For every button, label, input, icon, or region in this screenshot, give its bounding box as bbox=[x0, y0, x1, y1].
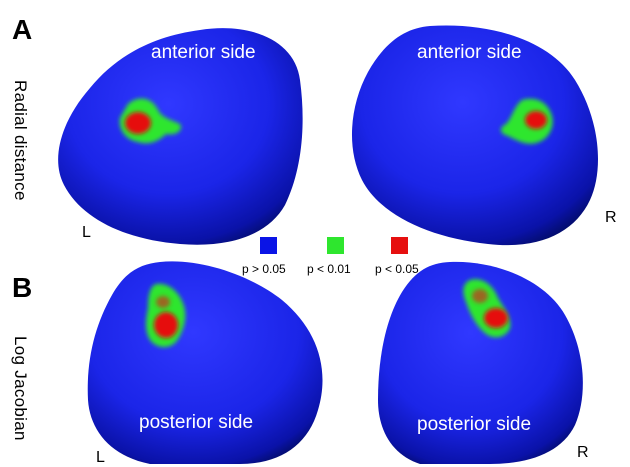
hemisphere-label-b-right: R bbox=[577, 444, 589, 461]
legend-label-p005: p < 0.05 bbox=[375, 262, 419, 276]
side-label-a-right: anterior side bbox=[417, 42, 522, 63]
surface-b-right bbox=[378, 261, 583, 464]
side-label-b-right: posterior side bbox=[417, 414, 532, 435]
significance-cluster-b-right bbox=[463, 279, 511, 338]
side-label-a-left: anterior side bbox=[151, 42, 256, 63]
row-label-b: Log Jacobian bbox=[11, 336, 30, 441]
hemisphere-label-a-right: R bbox=[605, 209, 617, 226]
legend-swatch-p005 bbox=[391, 237, 408, 254]
surface-b-left bbox=[87, 261, 323, 464]
legend-label-nonsignificant: p > 0.05 bbox=[242, 262, 286, 276]
significance-cluster-b-left bbox=[146, 283, 186, 348]
significance-cluster-a-left bbox=[119, 98, 182, 144]
surface-a-right bbox=[351, 25, 598, 246]
legend-label-p001: p < 0.01 bbox=[307, 262, 351, 276]
panel-letter-b: B bbox=[12, 272, 33, 303]
significance-cluster-a-right bbox=[500, 98, 553, 144]
surface-a-left bbox=[58, 28, 303, 245]
legend-swatch-p001 bbox=[327, 237, 344, 254]
panel-letter-a: A bbox=[12, 14, 33, 45]
hemisphere-label-b-left: L bbox=[96, 449, 105, 466]
hemisphere-label-a-left: L bbox=[82, 224, 91, 241]
row-label-a: Radial distance bbox=[11, 80, 30, 201]
side-label-b-left: posterior side bbox=[139, 412, 254, 433]
legend-swatch-nonsignificant bbox=[260, 237, 277, 254]
